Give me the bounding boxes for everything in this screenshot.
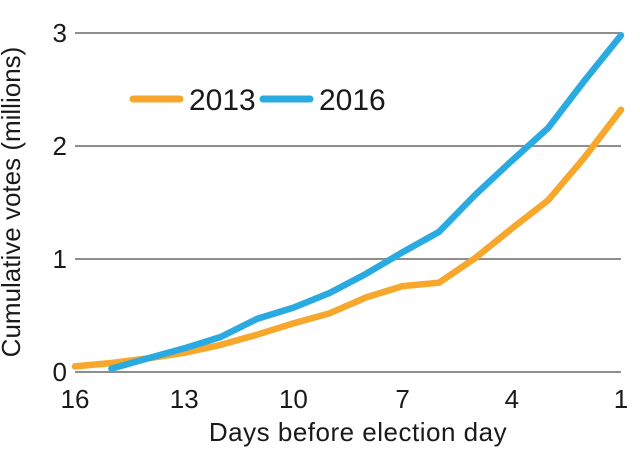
x-tick-label-16: 16 [61,384,90,414]
y-tick-label-0: 0 [53,357,67,387]
gridlines [75,32,621,373]
data-series-lines [71,32,625,372]
y-tick-label-2: 2 [53,131,67,161]
x-tick-label-10: 10 [279,384,308,414]
x-tick-label-1: 1 [614,384,628,414]
x-tick-label-7: 7 [395,384,409,414]
legend-label-2013: 2013 [189,84,256,117]
y-tick-label-3: 3 [53,18,67,48]
legend-label-2016: 2016 [319,84,386,117]
x-axis-title: Days before election day [209,417,507,447]
y-tick-label-1: 1 [53,244,67,274]
x-axis-tick-labels: 16 13 10 7 4 1 [61,384,629,414]
x-tick-label-4: 4 [505,384,519,414]
y-axis-tick-labels: 0 1 2 3 [53,18,67,387]
series-line-2013 [71,106,625,370]
x-tick-label-13: 13 [170,384,199,414]
series-line-2016 [108,32,625,372]
y-axis-title: Cumulative votes (millions) [0,47,26,358]
legend: 2013 2016 [129,84,386,117]
